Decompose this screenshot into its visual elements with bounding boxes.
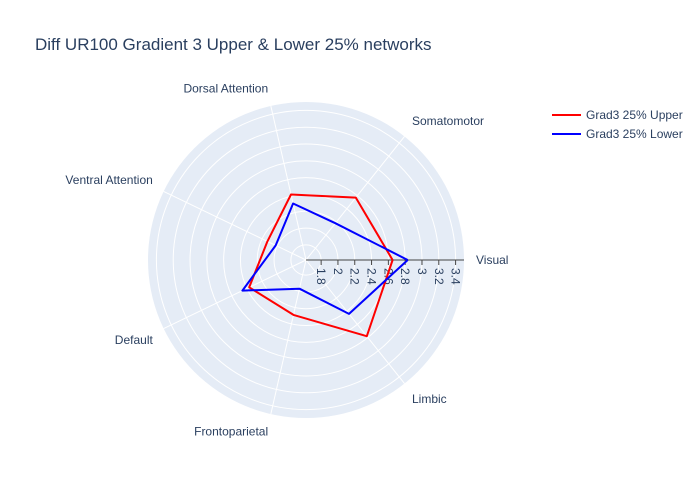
- chart-title: Diff UR100 Gradient 3 Upper & Lower 25% …: [35, 35, 432, 54]
- series-line-upper: [248, 193, 394, 338]
- angular-grid-line: [163, 259, 307, 330]
- polar-area: 1.8 2 2.2 2.4 2.6 2.8 3 3.2 3.4VisualSomatomotor…: [65, 81, 508, 438]
- radial-tick-label: 2.8: [398, 268, 412, 285]
- legend-label: Grad3 25% Upper: [586, 108, 683, 122]
- category-label: Limbic: [412, 392, 447, 406]
- category-label: Dorsal Attention: [183, 81, 268, 95]
- series-line-lower: [241, 202, 409, 315]
- category-label: Visual: [476, 253, 508, 267]
- angular-grid-line: [270, 105, 307, 261]
- radial-tick-label: 3.2: [432, 268, 446, 285]
- radial-tick-label: 2: [331, 268, 345, 275]
- radial-tick-label: 3.4: [449, 268, 463, 285]
- legend-label: Grad3 25% Lower: [586, 127, 683, 141]
- category-label: Somatomotor: [412, 114, 484, 128]
- radial-tick-label: 1.8: [314, 268, 328, 285]
- radial-tick-label: 3: [415, 268, 429, 275]
- radial-tick-label: 2.2: [348, 268, 362, 285]
- category-label: Frontoparietal: [194, 425, 268, 439]
- angular-grid-line: [305, 259, 405, 384]
- category-label: Ventral Attention: [65, 173, 152, 187]
- radial-tick-label: 2.4: [365, 268, 379, 285]
- angular-grid-line: [163, 190, 307, 261]
- angular-grid-line: [270, 259, 307, 415]
- legend: Grad3 25% Upper Grad3 25% Lower: [552, 108, 683, 141]
- category-label: Default: [115, 333, 154, 347]
